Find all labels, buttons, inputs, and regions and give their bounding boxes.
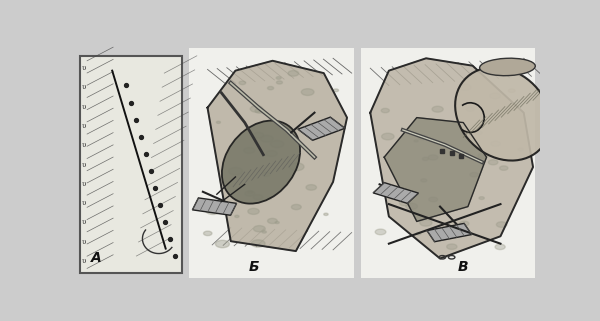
Circle shape	[271, 140, 284, 148]
Circle shape	[306, 185, 316, 190]
Circle shape	[276, 77, 281, 79]
Bar	[361, 48, 535, 278]
Circle shape	[500, 166, 508, 170]
Bar	[189, 48, 354, 278]
Circle shape	[277, 81, 283, 84]
Circle shape	[490, 93, 500, 99]
Circle shape	[268, 218, 277, 223]
Text: υ: υ	[82, 218, 86, 226]
Text: υ: υ	[82, 64, 86, 72]
Circle shape	[253, 195, 263, 200]
Circle shape	[260, 135, 274, 142]
Circle shape	[235, 215, 239, 218]
Circle shape	[250, 106, 263, 112]
Circle shape	[253, 226, 265, 232]
Circle shape	[262, 231, 266, 233]
Circle shape	[429, 197, 437, 202]
Circle shape	[491, 141, 500, 146]
Circle shape	[459, 84, 471, 90]
Circle shape	[508, 89, 515, 92]
Circle shape	[418, 135, 427, 140]
Circle shape	[203, 231, 212, 236]
Circle shape	[253, 132, 264, 138]
Circle shape	[251, 240, 265, 247]
Ellipse shape	[222, 121, 300, 204]
Ellipse shape	[455, 67, 550, 160]
Circle shape	[245, 191, 255, 196]
Circle shape	[288, 71, 299, 76]
Circle shape	[268, 197, 271, 199]
Circle shape	[466, 107, 474, 111]
Circle shape	[375, 229, 386, 235]
Circle shape	[414, 140, 418, 142]
Circle shape	[292, 204, 301, 210]
Circle shape	[206, 206, 220, 214]
Bar	[80, 56, 182, 273]
Text: υ: υ	[82, 103, 86, 111]
Circle shape	[324, 213, 328, 215]
Circle shape	[421, 179, 427, 182]
Circle shape	[479, 197, 484, 199]
Circle shape	[382, 133, 394, 140]
Circle shape	[446, 244, 457, 249]
Circle shape	[334, 89, 338, 92]
Circle shape	[289, 163, 304, 171]
Circle shape	[422, 157, 428, 160]
Circle shape	[301, 89, 314, 95]
Text: υ: υ	[82, 199, 86, 207]
Text: υ: υ	[82, 83, 86, 91]
Text: υ: υ	[82, 160, 86, 169]
Circle shape	[496, 222, 507, 227]
Circle shape	[488, 160, 498, 165]
Ellipse shape	[479, 58, 535, 76]
Polygon shape	[427, 223, 472, 242]
Polygon shape	[370, 58, 533, 258]
Circle shape	[248, 208, 259, 214]
Text: υ: υ	[82, 122, 86, 130]
Circle shape	[255, 108, 264, 113]
Text: υ: υ	[82, 257, 86, 265]
Text: Б: Б	[249, 260, 259, 274]
Circle shape	[239, 81, 246, 85]
Circle shape	[229, 168, 242, 175]
Circle shape	[266, 151, 277, 157]
Text: υ: υ	[82, 238, 86, 246]
Circle shape	[248, 191, 253, 193]
Polygon shape	[208, 61, 347, 251]
Circle shape	[400, 200, 410, 206]
Circle shape	[275, 221, 279, 224]
Text: А: А	[91, 251, 102, 265]
Circle shape	[217, 121, 220, 123]
Polygon shape	[373, 183, 419, 204]
Circle shape	[268, 86, 274, 90]
Text: υ: υ	[82, 180, 86, 188]
Circle shape	[406, 203, 418, 209]
Circle shape	[470, 172, 478, 177]
Circle shape	[476, 131, 482, 134]
Circle shape	[432, 106, 443, 112]
Circle shape	[495, 244, 505, 250]
Circle shape	[518, 148, 523, 151]
Circle shape	[262, 172, 270, 177]
Text: В: В	[458, 260, 469, 274]
Circle shape	[478, 153, 488, 159]
Circle shape	[416, 232, 421, 235]
Polygon shape	[384, 117, 487, 221]
Circle shape	[381, 108, 389, 113]
Polygon shape	[193, 198, 236, 215]
Text: υ: υ	[82, 141, 86, 149]
Circle shape	[244, 147, 255, 153]
Circle shape	[428, 155, 438, 160]
Circle shape	[420, 220, 432, 226]
Circle shape	[215, 240, 229, 248]
Circle shape	[460, 221, 469, 226]
Polygon shape	[298, 117, 345, 140]
